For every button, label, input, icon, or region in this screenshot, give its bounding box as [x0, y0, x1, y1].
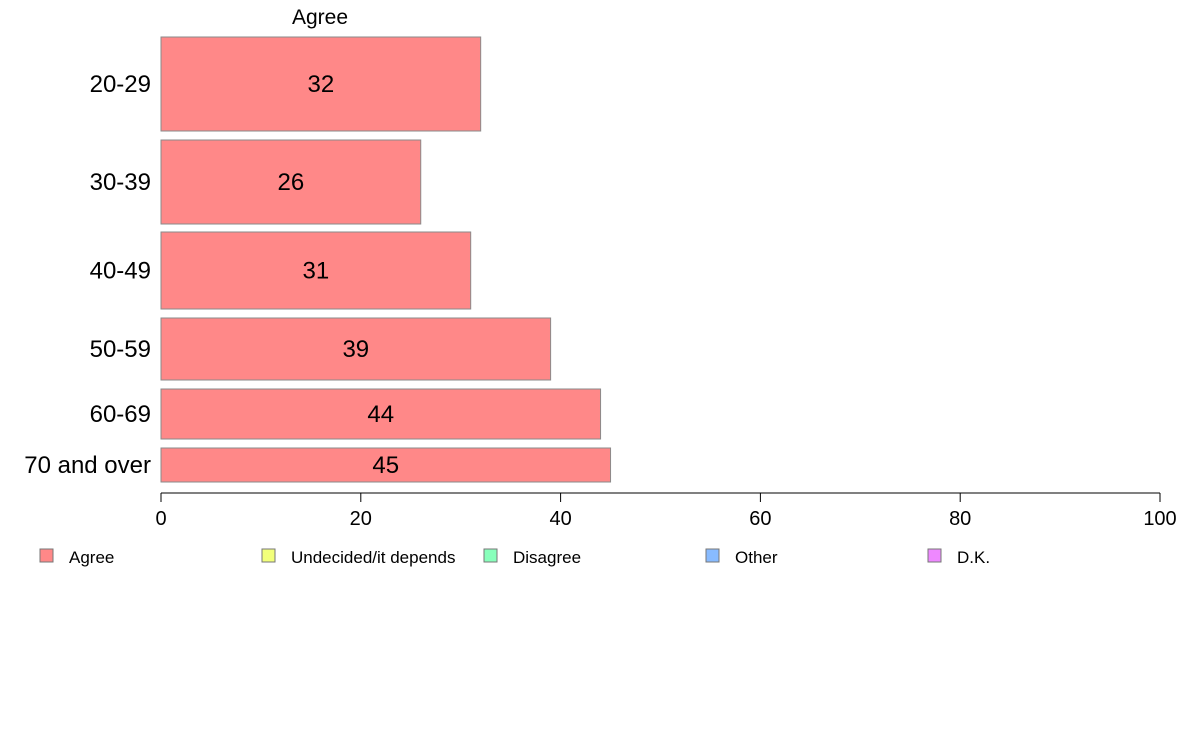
legend-label-undecided-it-depends: Undecided/it depends [291, 548, 455, 567]
bar-40-49 [160, 231, 472, 310]
legend-label-other: Other [735, 548, 778, 567]
bar-20-29 [160, 36, 482, 132]
category-label-50-59: 50-59 [90, 336, 151, 363]
x-tick-label-0: 0 [155, 508, 166, 530]
legend-label-disagree: Disagree [513, 548, 581, 567]
legend-swatch-undecided-it-depends [261, 548, 276, 563]
value-label-40-49: 31 [302, 258, 329, 285]
legend-swatch-disagree [483, 548, 498, 563]
category-label-60-69: 60-69 [90, 401, 151, 428]
x-axis: 0 20 40 60 80 100 [155, 492, 1177, 530]
category-label-20-29: 20-29 [90, 71, 151, 98]
value-label-60-69: 44 [367, 401, 394, 428]
x-tick-label-80: 80 [949, 508, 971, 530]
bar-60-69 [160, 388, 602, 440]
bar-30-39 [160, 139, 422, 225]
value-label-30-39: 26 [278, 169, 305, 196]
legend-swatch-other [705, 548, 720, 563]
x-tick-label-40: 40 [549, 508, 571, 530]
legend-label-agree: Agree [69, 548, 114, 567]
value-label-20-29: 32 [307, 71, 334, 98]
category-label-30-39: 30-39 [90, 169, 151, 196]
legend-swatch-d-k [927, 548, 942, 563]
legend-label-d-k: D.K. [957, 548, 990, 567]
x-tick-label-20: 20 [350, 508, 372, 530]
value-label-50-59: 39 [342, 336, 369, 363]
bar-70-and-over [160, 447, 612, 483]
bars-group: 32 20-29 26 30-39 31 40-49 39 50-59 44 60-69 45 70 … [24, 36, 612, 483]
bar-50-59 [160, 317, 552, 381]
legend: Agree Undecided/it depends Disagree Other D.… [39, 548, 990, 567]
legend-swatch-agree [39, 548, 54, 563]
category-label-70-and-over: 70 and over [24, 452, 151, 479]
value-label-70-and-over: 45 [372, 452, 399, 479]
x-tick-label-100: 100 [1143, 508, 1176, 530]
category-label-40-49: 40-49 [90, 258, 151, 285]
x-tick-label-60: 60 [749, 508, 771, 530]
column-title: Agree [292, 6, 348, 29]
